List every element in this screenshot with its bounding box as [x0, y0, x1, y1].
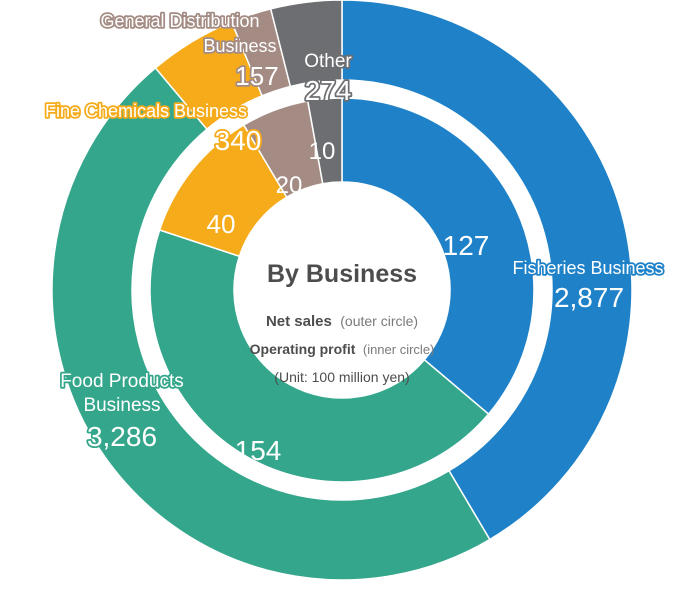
- outer-value-fine: 340: [215, 125, 262, 156]
- center-caption: By Business Net sales (outer circle) Ope…: [250, 260, 435, 385]
- outer-value-fisheries: 2,877: [554, 282, 624, 313]
- center-line-operating-profit: Operating profit (inner circle): [250, 341, 435, 358]
- category-label-other-line1: Other: [304, 51, 352, 72]
- inner-value-fisheries: 127: [443, 230, 490, 261]
- operating-profit-label: Operating profit: [250, 341, 356, 357]
- outer-slice-other: [269, 0, 343, 88]
- inner-value-fine: 40: [207, 209, 236, 239]
- category-label-food-line2: Business: [83, 395, 160, 416]
- center-unit-note: (Unit: 100 million yen): [274, 369, 409, 385]
- outer-value-food: 3,286: [87, 421, 157, 452]
- category-label-fine-line1: Fine Chemicals Business: [45, 101, 247, 121]
- outer-value-general: 157: [235, 61, 278, 91]
- category-label-general-line1: General Distribution: [100, 11, 259, 31]
- outer-ring-net-sales: [51, 0, 633, 581]
- outer-slice-food: [51, 66, 491, 581]
- outer-slice-fisheries: [341, 0, 633, 541]
- inner-value-general: 20: [276, 172, 303, 199]
- outer-circle-note: (outer circle): [340, 313, 418, 329]
- inner-circle-note: (inner circle): [363, 342, 435, 357]
- inner-slice-food: [149, 229, 490, 483]
- category-label-food-line1: Food Products: [60, 371, 184, 392]
- center-title: By Business: [267, 260, 417, 288]
- inner-slice-fisheries: [341, 97, 535, 416]
- center-line-net-sales: Net sales (outer circle): [266, 313, 418, 330]
- inner-value-food: 154: [235, 435, 282, 466]
- category-label-fisheries-line1: Fisheries Business: [512, 258, 663, 278]
- category-label-general-line2: Business: [203, 36, 276, 56]
- inner-slice-other: [306, 97, 343, 185]
- inner-ring-operating-profit: [149, 97, 535, 483]
- net-sales-label: Net sales: [266, 313, 332, 330]
- inner-value-other: 10: [309, 138, 336, 165]
- outer-value-other: 274: [305, 75, 352, 106]
